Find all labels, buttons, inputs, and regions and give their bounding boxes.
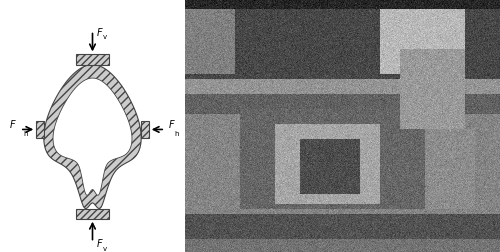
Polygon shape (76, 55, 109, 65)
Text: h: h (23, 130, 28, 136)
Text: $\mathit{F}$: $\mathit{F}$ (9, 118, 16, 130)
Polygon shape (141, 121, 149, 139)
Text: v: v (103, 245, 107, 251)
Polygon shape (36, 121, 44, 139)
Polygon shape (44, 65, 141, 209)
Polygon shape (76, 209, 109, 219)
Text: h: h (174, 130, 179, 136)
Text: $\mathit{F}$: $\mathit{F}$ (96, 25, 104, 38)
Text: $\mathit{F}$: $\mathit{F}$ (96, 237, 104, 248)
Polygon shape (53, 79, 132, 196)
Text: $\mathit{F}$: $\mathit{F}$ (168, 118, 175, 130)
Text: v: v (103, 34, 107, 40)
